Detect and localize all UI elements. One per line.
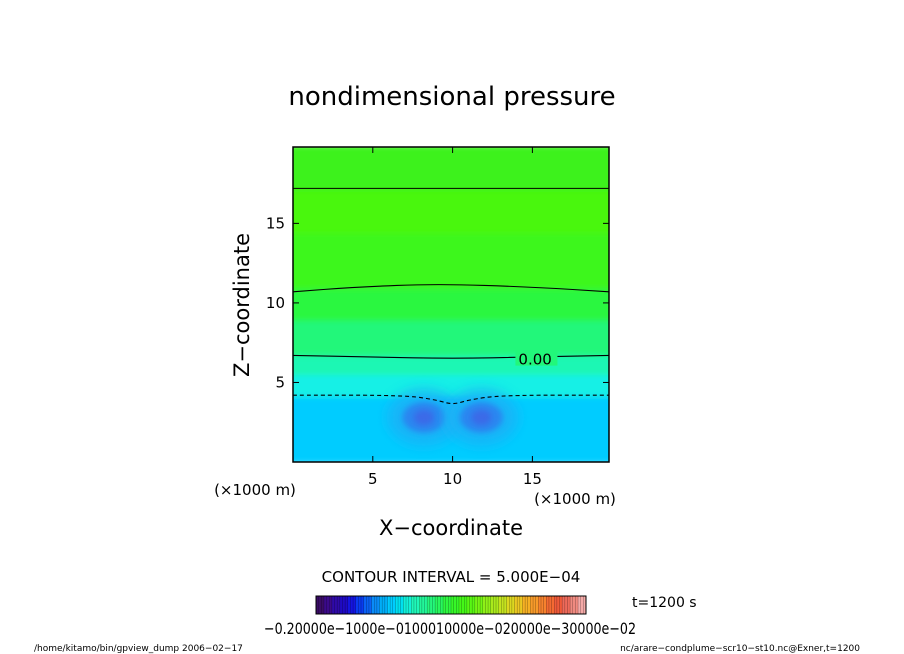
colorbar-swatch (451, 596, 460, 614)
colorbar-swatch (498, 596, 508, 614)
y-tick-label: 10 (266, 294, 285, 312)
colorbar (316, 596, 587, 614)
field-bands (293, 147, 609, 462)
colorbar-swatch (427, 596, 436, 614)
colorbar-swatch (347, 596, 357, 614)
plot-frame (292, 146, 610, 463)
colorbar-swatch (387, 596, 396, 614)
colorbar-swatch (466, 596, 476, 614)
colorbar-swatch (490, 596, 500, 614)
contour-lines: 0.00 (293, 187, 609, 405)
colorbar-swatch (506, 596, 516, 614)
y-tick-label: 15 (266, 214, 285, 232)
field-band-7 (293, 147, 609, 191)
colorbar-swatch (458, 596, 468, 614)
x-tick-label: 15 (523, 470, 542, 488)
contour-line-1 (293, 284, 609, 293)
contour-interval-text: CONTOUR INTERVAL = 5.000E−04 (322, 568, 581, 586)
colorbar-swatch (546, 596, 555, 614)
colorbar-swatch (411, 596, 420, 614)
colorbar-swatch (554, 596, 563, 614)
colorbar-tick-labels: −0.20000e−1000e−0100010000e−020000e−3000… (264, 619, 636, 638)
colorbar-swatch (316, 596, 325, 614)
colorbar-swatch (562, 596, 571, 614)
y-axis-label: Z−coordinate (230, 233, 254, 377)
x-unit-right: (×1000 m) (534, 490, 616, 508)
colorbar-swatch (379, 596, 388, 614)
colorbar-swatch (522, 596, 531, 614)
contour-line-2 (293, 354, 609, 359)
y-tick-label: 5 (275, 373, 285, 391)
field-band-4 (293, 285, 609, 321)
colorbar-swatch (331, 596, 341, 614)
footer-right: nc/arare−condplume−scr10−st10.nc@Exner,t… (620, 644, 860, 654)
field-band-5 (293, 229, 609, 289)
contour-label-bg (515, 349, 558, 366)
y-axis-ticks: 5 10 15 (266, 214, 609, 391)
x-unit-left: (×1000 m) (214, 481, 296, 499)
x-tick-label: 5 (368, 470, 378, 488)
time-label: t=1200 s (632, 595, 697, 611)
colorbar-swatch (530, 596, 539, 614)
field-band-1 (293, 370, 609, 398)
x-axis-ticks: 5 10 15 (368, 147, 542, 488)
x-tick-label: 10 (443, 470, 462, 488)
colorbar-swatch (578, 596, 587, 614)
pressure-field: 0.00 (293, 147, 609, 462)
colorbar-swatch (339, 596, 349, 614)
colorbar-swatch (570, 596, 579, 614)
contour-label: 0.00 (518, 351, 551, 369)
colorbar-swatch (355, 596, 365, 614)
colorbar-swatch (482, 596, 492, 614)
low-pressure-cells (386, 388, 519, 447)
chart-title: nondimensional pressure (288, 82, 615, 112)
colorbar-frame (315, 595, 587, 615)
colorbar-swatch (514, 596, 523, 614)
colorbar-swatch (395, 596, 404, 614)
x-axis-label: X−coordinate (379, 516, 523, 540)
low-cell-core-1 (471, 409, 492, 426)
colorbar-swatch (435, 596, 444, 614)
field-band-3 (293, 316, 609, 356)
colorbar-swatch (371, 596, 381, 614)
field-band-6 (293, 186, 609, 234)
low-cell-core-0 (413, 409, 434, 426)
footer-left: /home/kitamo/bin/gpview_dump 2006−02−17 (34, 644, 243, 654)
colorbar-swatch (538, 596, 547, 614)
colorbar-swatch (419, 596, 428, 614)
colorbar-swatch (403, 596, 412, 614)
colorbar-swatch (323, 596, 333, 614)
colorbar-swatch (474, 596, 484, 614)
colorbar-swatch (363, 596, 373, 614)
colorbar-swatch (443, 596, 452, 614)
